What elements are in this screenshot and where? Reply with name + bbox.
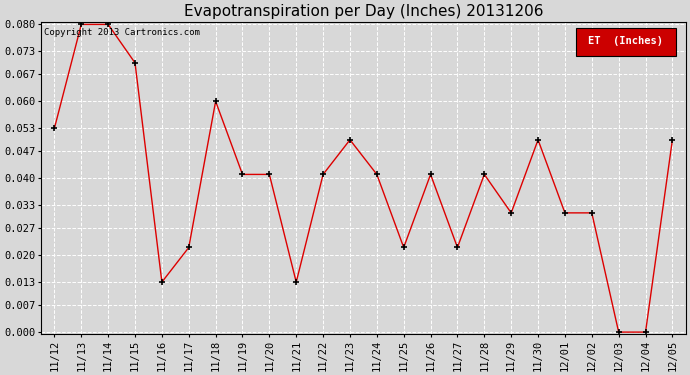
Text: ET  (Inches): ET (Inches) — [589, 36, 663, 46]
Title: Evapotranspiration per Day (Inches) 20131206: Evapotranspiration per Day (Inches) 2013… — [184, 4, 543, 19]
FancyBboxPatch shape — [576, 28, 676, 56]
Text: Copyright 2013 Cartronics.com: Copyright 2013 Cartronics.com — [44, 28, 200, 37]
